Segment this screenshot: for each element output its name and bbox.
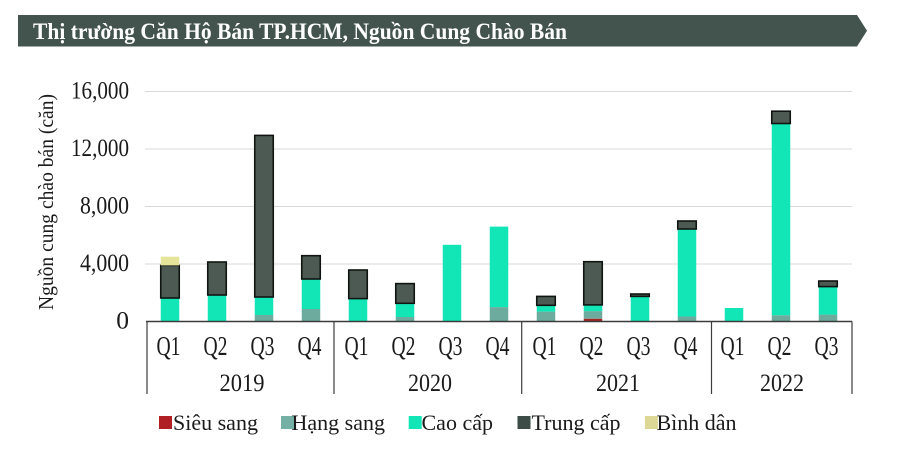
svg-text:Q2: Q2 [204, 331, 228, 361]
svg-text:Q3: Q3 [627, 331, 651, 361]
svg-text:Q3: Q3 [439, 331, 463, 361]
svg-text:4,000: 4,000 [80, 248, 129, 277]
svg-text:Q4: Q4 [298, 331, 322, 361]
svg-text:Q3: Q3 [251, 331, 275, 361]
svg-text:16,000: 16,000 [71, 76, 129, 105]
svg-text:2019: 2019 [220, 370, 265, 397]
svg-text:12,000: 12,000 [71, 133, 129, 162]
svg-text:2021: 2021 [596, 370, 640, 397]
svg-text:Q4: Q4 [486, 331, 510, 361]
svg-text:Thị trường Căn Hộ Bán TP.HCM,: Thị trường Căn Hộ Bán TP.HCM, Nguồn Cung… [33, 19, 567, 44]
svg-text:Q2: Q2 [768, 331, 792, 361]
svg-text:Q1: Q1 [157, 331, 181, 361]
svg-text:Nguồn cung chào bán (căn): Nguồn cung chào bán (căn) [34, 94, 58, 310]
svg-text:2020: 2020 [408, 370, 452, 397]
svg-text:8,000: 8,000 [80, 191, 129, 220]
svg-text:Cao cấp: Cao cấp [422, 410, 493, 435]
svg-text:Q3: Q3 [815, 331, 839, 361]
svg-text:Q2: Q2 [392, 331, 416, 361]
svg-text:2022: 2022 [760, 370, 804, 397]
svg-text:Q1: Q1 [721, 331, 745, 361]
svg-text:Bình dân: Bình dân [657, 410, 737, 435]
svg-text:0: 0 [116, 306, 129, 335]
svg-text:Q1: Q1 [533, 331, 557, 361]
svg-text:Q4: Q4 [674, 331, 698, 361]
svg-text:Hạng sang: Hạng sang [292, 410, 385, 435]
svg-text:Q2: Q2 [580, 331, 604, 361]
svg-text:Siêu sang: Siêu sang [173, 410, 258, 435]
svg-text:Q1: Q1 [345, 331, 369, 361]
svg-text:Trung cấp: Trung cấp [532, 410, 621, 435]
